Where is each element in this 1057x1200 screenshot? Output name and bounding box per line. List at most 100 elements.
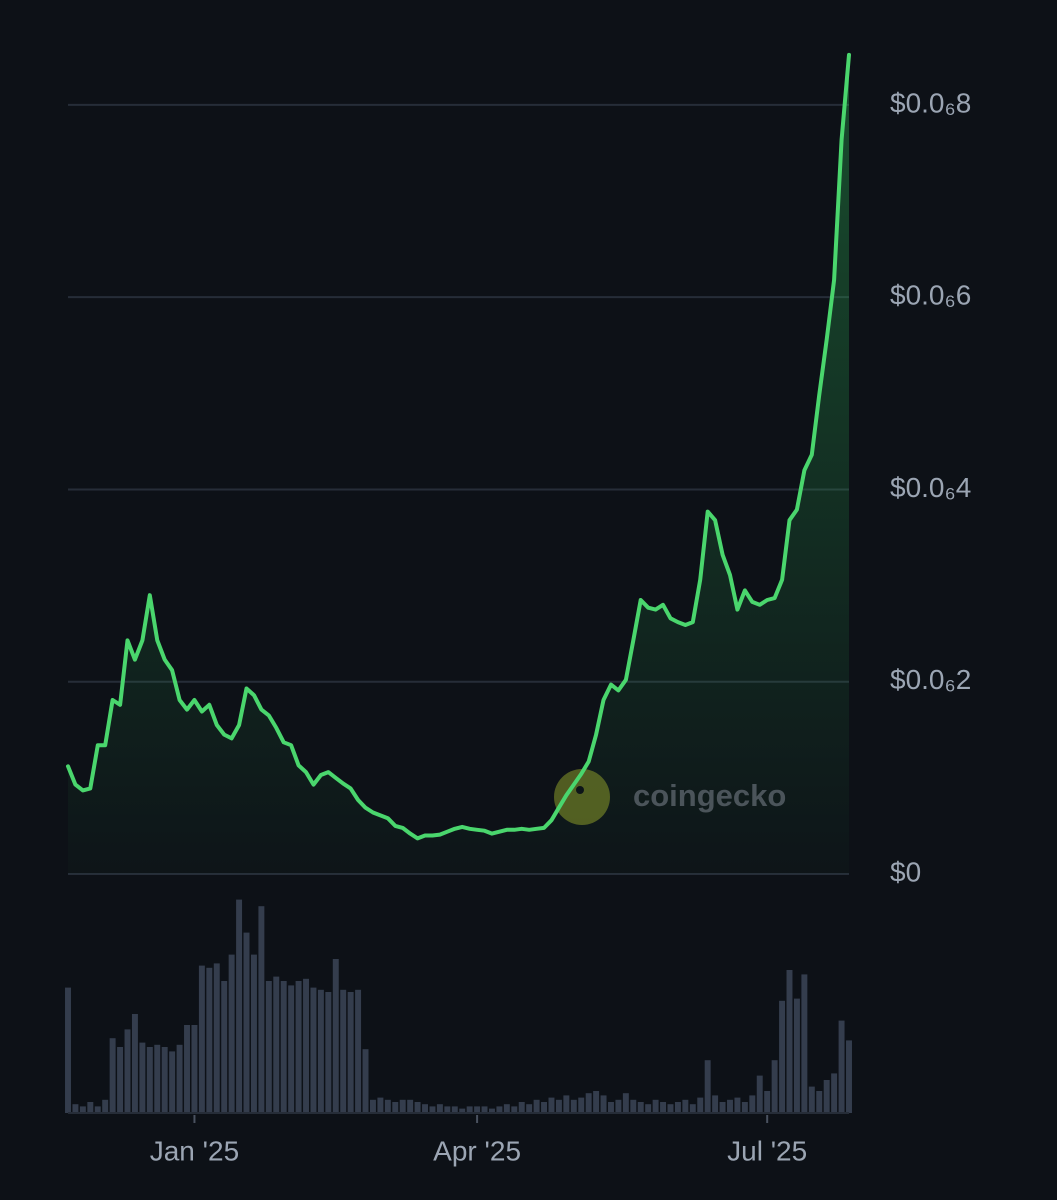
- volume-bar: [102, 1099, 109, 1113]
- volume-bar: [288, 985, 295, 1113]
- y-tick-label: $0.0₆6: [890, 280, 971, 311]
- volume-bar: [838, 1020, 845, 1113]
- volume-bar: [652, 1099, 659, 1113]
- volume-bar: [228, 954, 235, 1113]
- volume-bar: [392, 1102, 399, 1113]
- volume-bar: [355, 989, 362, 1113]
- volume-bar: [645, 1104, 652, 1113]
- volume-bar: [161, 1047, 168, 1113]
- volume-bar: [771, 1060, 778, 1113]
- volume-bar: [436, 1104, 443, 1113]
- volume-bar: [749, 1095, 756, 1113]
- price-area: [68, 54, 849, 874]
- volume-bar: [786, 970, 793, 1113]
- volume-bar: [79, 1106, 86, 1113]
- watermark-text: coingecko: [633, 778, 786, 813]
- volume-bar: [585, 1093, 592, 1113]
- volume-bar: [511, 1106, 518, 1113]
- x-tick-label: Jan '25: [150, 1135, 239, 1166]
- volume-bar: [533, 1099, 540, 1113]
- volume-bar: [496, 1106, 503, 1113]
- volume-bar: [689, 1104, 696, 1113]
- volume-bar: [444, 1106, 451, 1113]
- watermark-logo-eye: [576, 786, 584, 794]
- volume-bar: [243, 932, 250, 1113]
- volume-bar: [265, 981, 272, 1113]
- volume-bar: [518, 1102, 525, 1113]
- volume-bar: [704, 1060, 711, 1113]
- volume-bar: [846, 1040, 852, 1113]
- volume-bar: [139, 1042, 146, 1113]
- volume-bar: [578, 1097, 585, 1113]
- volume-bar: [555, 1099, 562, 1113]
- volume-bar: [258, 906, 265, 1113]
- volume-bar: [451, 1106, 458, 1113]
- volume-bar: [697, 1097, 704, 1113]
- volume-bar: [712, 1095, 719, 1113]
- volume-bar: [384, 1099, 391, 1113]
- volume-bar: [422, 1104, 429, 1113]
- volume-bar: [325, 992, 332, 1113]
- volume-bar: [377, 1097, 384, 1113]
- volume-bar: [674, 1102, 681, 1113]
- volume-bar: [303, 978, 309, 1113]
- volume-bar: [146, 1047, 153, 1113]
- volume-bar: [65, 987, 71, 1113]
- volume-bar: [273, 976, 280, 1113]
- volume-bar: [176, 1044, 183, 1113]
- volume-bar: [622, 1093, 629, 1113]
- volume-bar: [474, 1106, 481, 1113]
- volume-bar: [570, 1099, 577, 1113]
- volume-bar: [124, 1029, 131, 1113]
- volume-bar: [667, 1104, 674, 1113]
- volume-bar: [407, 1099, 414, 1113]
- volume-bar: [362, 1049, 369, 1113]
- volume-bar: [719, 1102, 726, 1113]
- volume-bar: [630, 1099, 637, 1113]
- volume-bar: [250, 954, 257, 1113]
- volume-bar: [548, 1097, 555, 1113]
- volume-bar: [734, 1097, 741, 1113]
- volume-bar: [741, 1102, 748, 1113]
- y-tick-label: $0.0₆8: [890, 87, 971, 118]
- volume-bar: [727, 1099, 733, 1113]
- volume-bar: [280, 981, 287, 1113]
- x-tick-label: Jul '25: [727, 1135, 807, 1166]
- volume-bar: [801, 974, 808, 1113]
- volume-bar: [779, 1000, 786, 1113]
- volume-bar: [429, 1106, 436, 1113]
- volume-bar: [191, 1025, 198, 1113]
- volume-bar: [526, 1104, 533, 1113]
- x-tick-label: Apr '25: [433, 1135, 521, 1166]
- volume-bar: [608, 1102, 614, 1113]
- volume-bar: [94, 1106, 101, 1113]
- volume-bar: [317, 989, 324, 1113]
- volume-bar: [206, 967, 213, 1113]
- volume-bar: [154, 1044, 161, 1113]
- y-tick-label: $0: [890, 856, 921, 887]
- volume-bar: [459, 1108, 466, 1113]
- volume-bar: [816, 1091, 823, 1113]
- volume-bar: [823, 1080, 830, 1113]
- volume-bar: [600, 1095, 607, 1113]
- volume-bar: [637, 1102, 644, 1113]
- y-tick-label: $0.0₆2: [890, 664, 971, 695]
- watermark: coingecko: [554, 769, 786, 825]
- volume-bar: [236, 899, 243, 1113]
- volume-bar: [117, 1047, 124, 1113]
- volume-bar: [414, 1102, 421, 1113]
- volume-bar: [808, 1086, 815, 1113]
- volume-bar: [213, 963, 220, 1113]
- volume-bar: [221, 981, 228, 1113]
- volume-bar: [831, 1073, 838, 1113]
- volume-bar: [593, 1091, 600, 1113]
- volume-bar: [131, 1014, 138, 1113]
- volume-bar: [399, 1099, 406, 1113]
- volume-bar: [764, 1091, 771, 1113]
- price-line: [66, 52, 851, 841]
- volume-bar: [310, 987, 317, 1113]
- volume-bar: [682, 1099, 689, 1113]
- volume-bar: [198, 965, 205, 1113]
